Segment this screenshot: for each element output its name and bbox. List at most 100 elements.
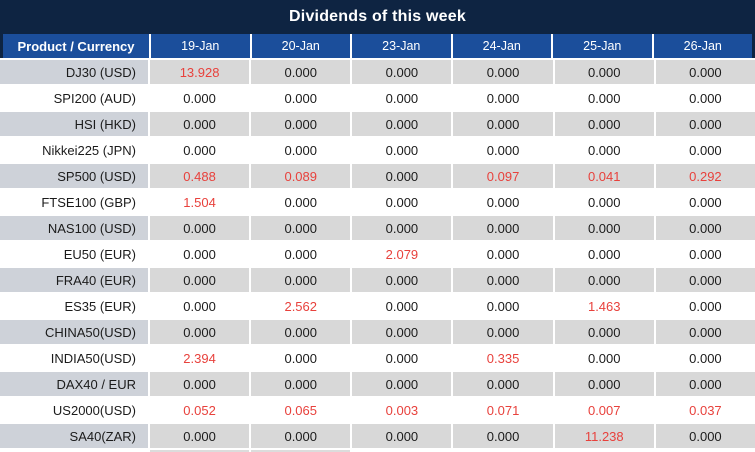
value-cell: 2.562 xyxy=(251,294,351,318)
value-cell: 0.000 xyxy=(150,86,250,110)
table-row: FTSE100 (GBP) 1.504 0.000 0.000 0.000 0.000 0… xyxy=(0,190,755,214)
value-cell: 0.065 xyxy=(251,398,351,422)
table-row: DJ30 (USD) 13.928 0.000 0.000 0.000 0.000 0.0… xyxy=(0,60,755,84)
table-row: DAX40 / EUR 0.000 0.000 0.000 0.000 0.000 0.0… xyxy=(0,372,755,396)
product-cell: CHINA50(USD) xyxy=(0,320,148,344)
value-cell: 0.000 xyxy=(655,346,755,370)
table-row: Nikkei225 (JPN) 0.000 0.000 0.000 0.000 0.00… xyxy=(0,138,755,162)
value-cell: 0.000 xyxy=(554,216,654,240)
title-bar: Dividends of this week xyxy=(0,0,755,34)
product-cell: FTSE100 (GBP) xyxy=(0,190,148,214)
value-cell: 0.000 xyxy=(251,372,351,396)
value-cell: 0.000 xyxy=(655,372,755,396)
value-cell: 0.000 xyxy=(150,372,250,396)
value-cell: 0.000 xyxy=(352,60,452,84)
value-cell: 0.000 xyxy=(150,138,250,162)
value-cell: 0.000 xyxy=(554,190,654,214)
value-cell: 0.000 xyxy=(453,424,553,448)
value-cell: 0.000 xyxy=(655,138,755,162)
page-title: Dividends of this week xyxy=(289,8,466,25)
value-cell: 0.000 xyxy=(554,320,654,344)
value-cell: 0.000 xyxy=(251,138,351,162)
value-cell: 0.000 xyxy=(150,242,250,266)
value-cell: 0.000 xyxy=(453,268,553,292)
table-row: SPI200 (AUD) 0.000 0.000 0.000 0.000 0.000 0.… xyxy=(0,86,755,110)
value-cell: 0.003 xyxy=(352,398,452,422)
value-cell: 0.000 xyxy=(655,268,755,292)
value-cell: 0.000 xyxy=(655,320,755,344)
value-cell: 1.504 xyxy=(150,190,250,214)
value-cell: 0.000 xyxy=(251,424,351,448)
value-cell: 0.000 xyxy=(251,112,351,136)
value-cell: 0.052 xyxy=(150,398,250,422)
date-column-header: 25-Jan xyxy=(553,34,652,58)
table-row: US2000(USD) 0.052 0.065 0.003 0.071 0.007 0.0… xyxy=(0,398,755,422)
value-cell: 0.000 xyxy=(554,242,654,266)
value-cell: 0.041 xyxy=(554,164,654,188)
value-cell: 0.000 xyxy=(453,372,553,396)
value-cell: 0.000 xyxy=(150,268,250,292)
value-cell: 13.928 xyxy=(150,60,250,84)
value-cell: 0.000 xyxy=(554,112,654,136)
value-cell: 0.000 xyxy=(352,268,452,292)
value-cell: 0.000 xyxy=(251,242,351,266)
table-row: FRA40 (EUR) 0.000 0.000 0.000 0.000 0.000 0.0… xyxy=(0,268,755,292)
value-cell: 0.000 xyxy=(554,86,654,110)
date-column-header: 24-Jan xyxy=(452,34,551,58)
value-cell: 2.394 xyxy=(150,346,250,370)
value-cell: 0.000 xyxy=(251,190,351,214)
value-cell: 0.000 xyxy=(251,86,351,110)
product-cell: Nikkei225 (JPN) xyxy=(0,138,148,162)
value-cell: 0.000 xyxy=(453,112,553,136)
table-row: NAS100 (USD) 0.000 0.000 0.000 0.000 0.000 0.… xyxy=(0,216,755,240)
table-row: EU50 (EUR) 0.000 0.000 2.079 0.000 0.000 0.00… xyxy=(0,242,755,266)
value-cell: 0.000 xyxy=(453,60,553,84)
value-cell: 0.292 xyxy=(655,164,755,188)
date-column-header: 20-Jan xyxy=(251,34,350,58)
value-cell: 0.000 xyxy=(150,294,250,318)
value-cell: 0.000 xyxy=(453,138,553,162)
value-cell: 0.000 xyxy=(453,86,553,110)
value-cell: 0.000 xyxy=(554,268,654,292)
value-cell: 0.000 xyxy=(352,424,452,448)
value-cell: 0.000 xyxy=(352,86,452,110)
product-cell: HSI (HKD) xyxy=(0,112,148,136)
value-cell: 0.000 xyxy=(453,190,553,214)
value-cell: 0.000 xyxy=(251,60,351,84)
date-column-header: 23-Jan xyxy=(352,34,451,58)
value-cell: 11.238 xyxy=(554,424,654,448)
value-cell: 2.079 xyxy=(352,242,452,266)
value-cell: 0.007 xyxy=(554,398,654,422)
value-cell: 0.000 xyxy=(352,164,452,188)
product-cell: SA40(ZAR) xyxy=(0,424,148,448)
value-cell: 0.000 xyxy=(251,268,351,292)
value-cell: 0.000 xyxy=(251,216,351,240)
value-cell: 0.000 xyxy=(655,112,755,136)
product-cell: DAX40 / EUR xyxy=(0,372,148,396)
value-cell: 0.000 xyxy=(655,86,755,110)
cutoff-cell-fragment xyxy=(150,450,249,452)
product-cell: US2000(USD) xyxy=(0,398,148,422)
value-cell: 0.000 xyxy=(150,216,250,240)
value-cell: 0.000 xyxy=(554,60,654,84)
table-header-row: Product / Currency 19-Jan 20-Jan 23-Jan 24-J… xyxy=(0,34,755,58)
product-cell: SP500 (USD) xyxy=(0,164,148,188)
product-cell: EU50 (EUR) xyxy=(0,242,148,266)
value-cell: 0.037 xyxy=(655,398,755,422)
table-row: HSI (HKD) 0.000 0.000 0.000 0.000 0.000 0.000 xyxy=(0,112,755,136)
table-row: ES35 (EUR) 0.000 2.562 0.000 0.000 1.463 0.00… xyxy=(0,294,755,318)
product-cell: NAS100 (USD) xyxy=(0,216,148,240)
value-cell: 0.000 xyxy=(453,216,553,240)
value-cell: 0.000 xyxy=(655,190,755,214)
value-cell: 0.000 xyxy=(352,320,452,344)
value-cell: 0.000 xyxy=(150,320,250,344)
value-cell: 0.071 xyxy=(453,398,553,422)
value-cell: 0.000 xyxy=(251,346,351,370)
value-cell: 0.000 xyxy=(655,216,755,240)
cutoff-cell-fragment xyxy=(251,450,350,452)
value-cell: 0.000 xyxy=(352,112,452,136)
value-cell: 0.000 xyxy=(655,60,755,84)
table-body: DJ30 (USD) 13.928 0.000 0.000 0.000 0.000 0.0… xyxy=(0,60,755,448)
table-row: INDIA50(USD) 2.394 0.000 0.000 0.335 0.000 0.… xyxy=(0,346,755,370)
